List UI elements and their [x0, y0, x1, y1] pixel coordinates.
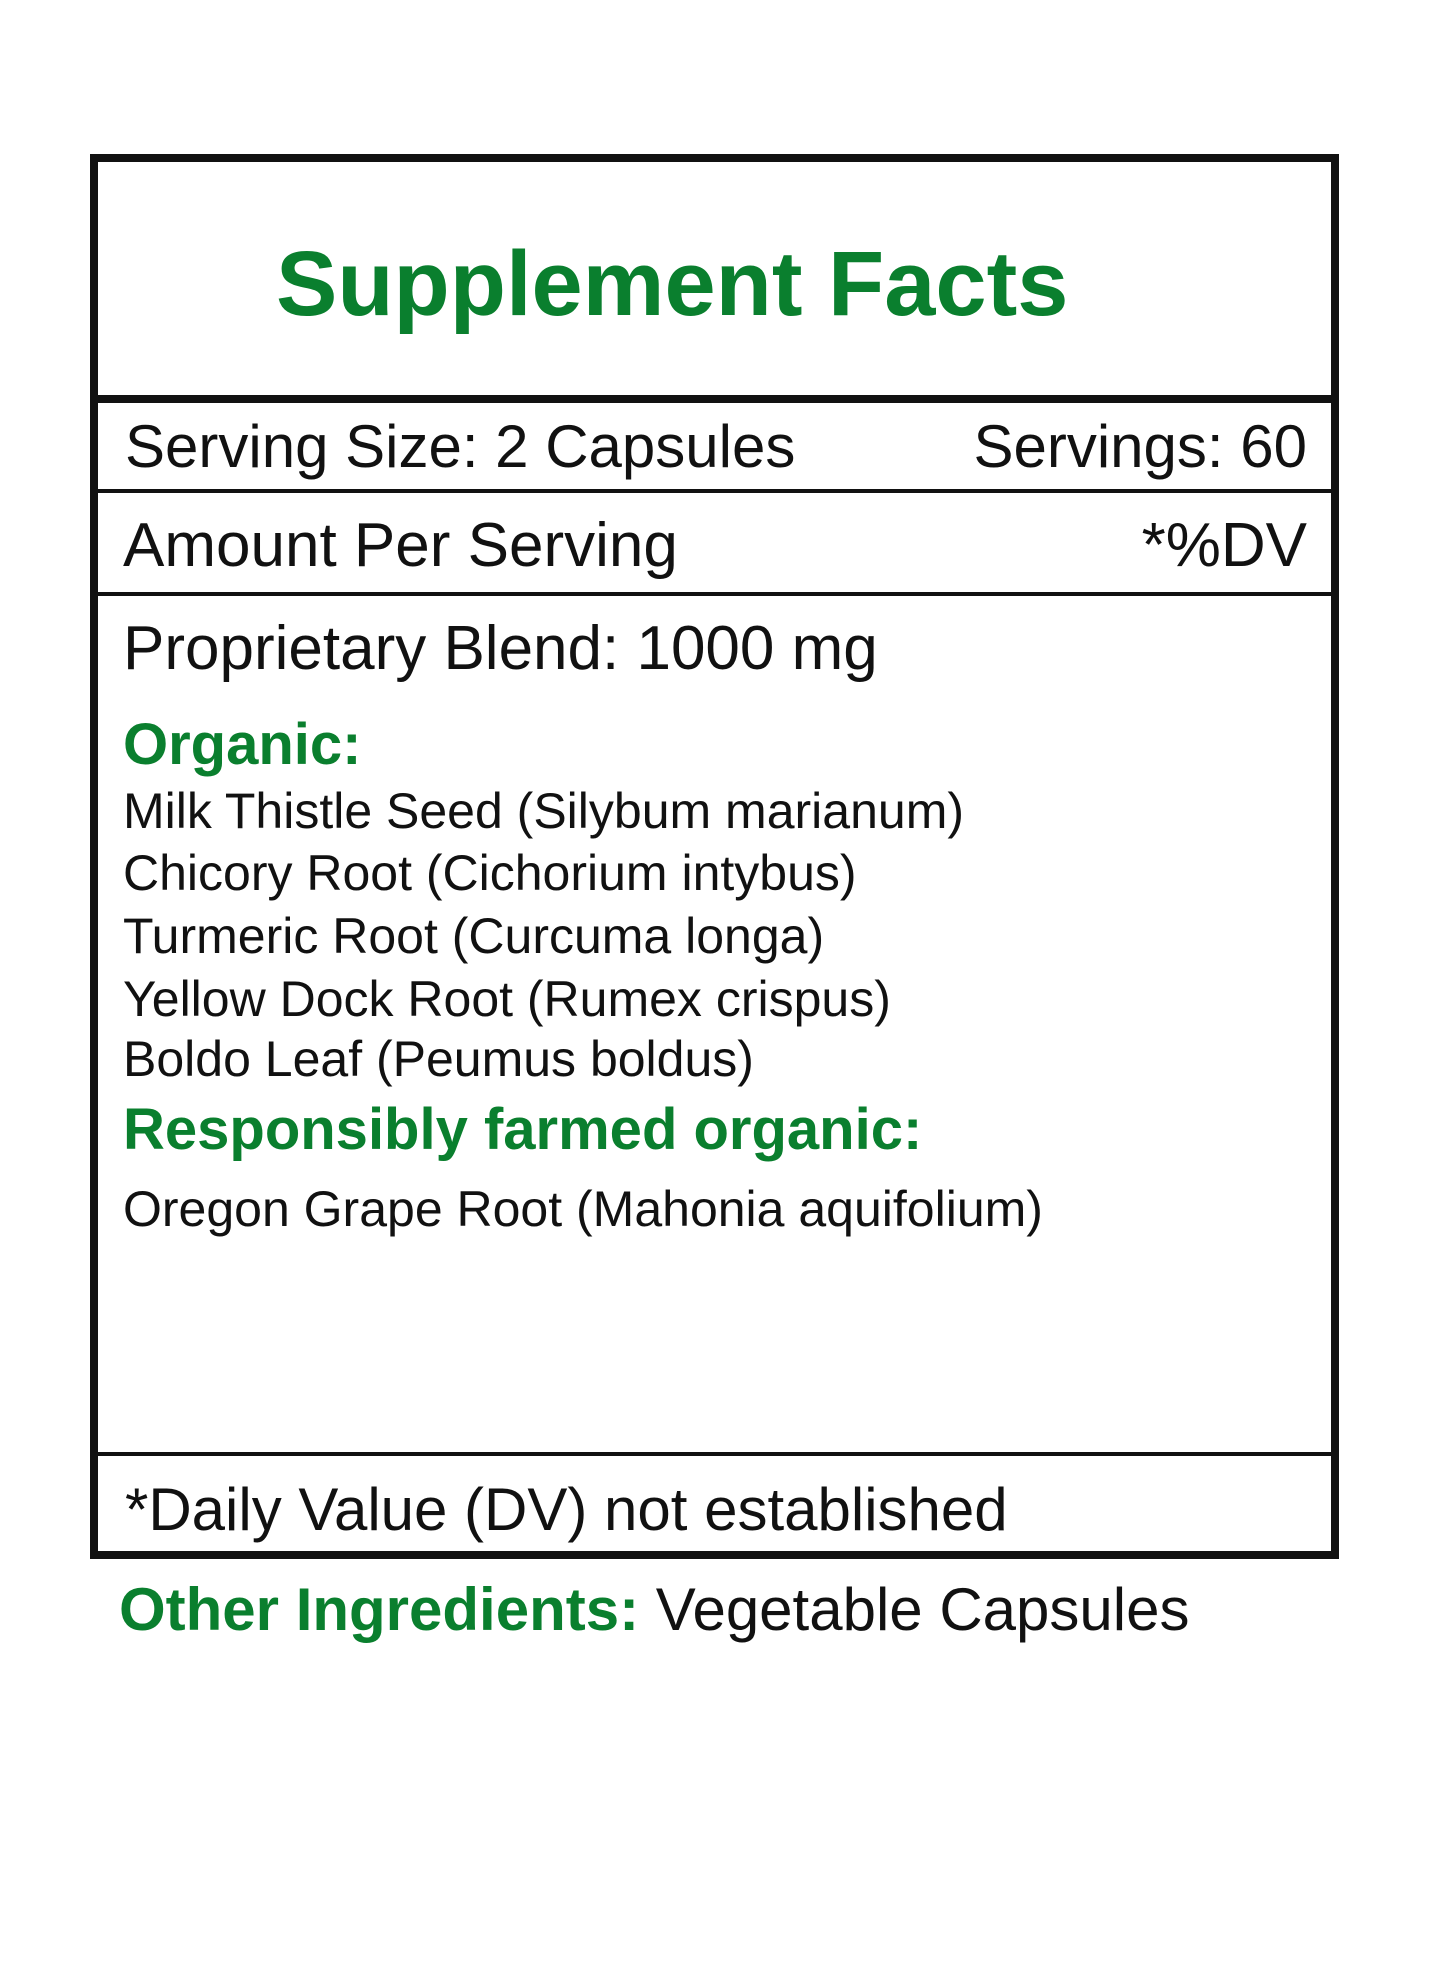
other-ingredients: Other Ingredients: Vegetable Capsules	[119, 1580, 1189, 1640]
proprietary-blend: Proprietary Blend: 1000 mg	[123, 614, 878, 683]
other-ingredients-label: Other Ingredients:	[119, 1576, 640, 1643]
dv-footnote: *Daily Value (DV) not established	[125, 1476, 1008, 1543]
ingredient-item: Oregon Grape Root (Mahonia aquifolium)	[123, 1181, 1043, 1237]
organic-heading: Organic:	[123, 712, 362, 777]
ingredient-item: Yellow Dock Root (Rumex crispus)	[123, 971, 891, 1027]
amount-per-serving: Amount Per Serving	[123, 511, 678, 580]
supplement-facts-panel: Supplement Facts Serving Size: 2 Capsule…	[90, 154, 1339, 1559]
servings-count: Servings: 60	[973, 413, 1307, 480]
dv-header: *%DV	[1141, 511, 1307, 580]
ingredient-item: Chicory Root (Cichorium intybus)	[123, 845, 857, 901]
serving-size: Serving Size: 2 Capsules	[125, 413, 796, 480]
panel-title: Supplement Facts	[276, 233, 1069, 335]
divider-thick	[98, 395, 1331, 403]
other-ingredients-value: Vegetable Capsules	[655, 1576, 1190, 1643]
divider	[98, 1452, 1331, 1456]
divider	[98, 592, 1331, 596]
farmed-heading: Responsibly farmed organic:	[123, 1097, 923, 1162]
ingredient-item: Boldo Leaf (Peumus boldus)	[123, 1031, 754, 1087]
divider	[98, 489, 1331, 493]
ingredient-item: Turmeric Root (Curcuma longa)	[123, 908, 825, 964]
ingredient-item: Milk Thistle Seed (Silybum marianum)	[123, 783, 964, 839]
